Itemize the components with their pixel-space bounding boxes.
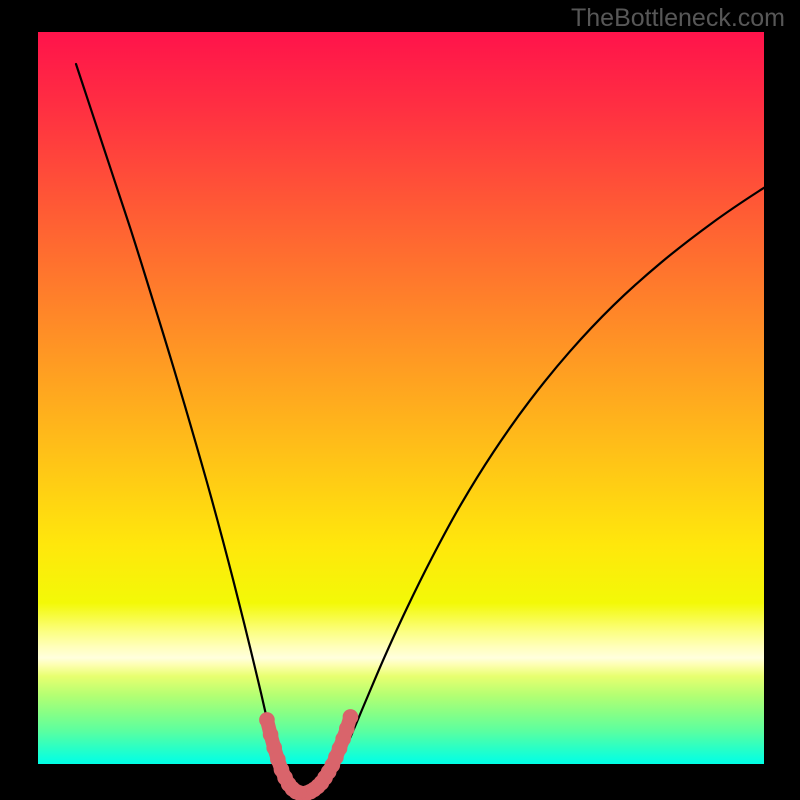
bottleneck-highlight-dot — [263, 727, 279, 743]
watermark-text: TheBottleneck.com — [571, 4, 785, 33]
chart-svg — [38, 32, 800, 800]
chart-container: TheBottleneck.com — [0, 0, 800, 800]
bottleneck-highlight-dot — [343, 709, 359, 725]
plot-frame — [38, 32, 764, 764]
bottleneck-curve — [76, 64, 800, 796]
bottleneck-highlight-dot — [259, 712, 275, 728]
